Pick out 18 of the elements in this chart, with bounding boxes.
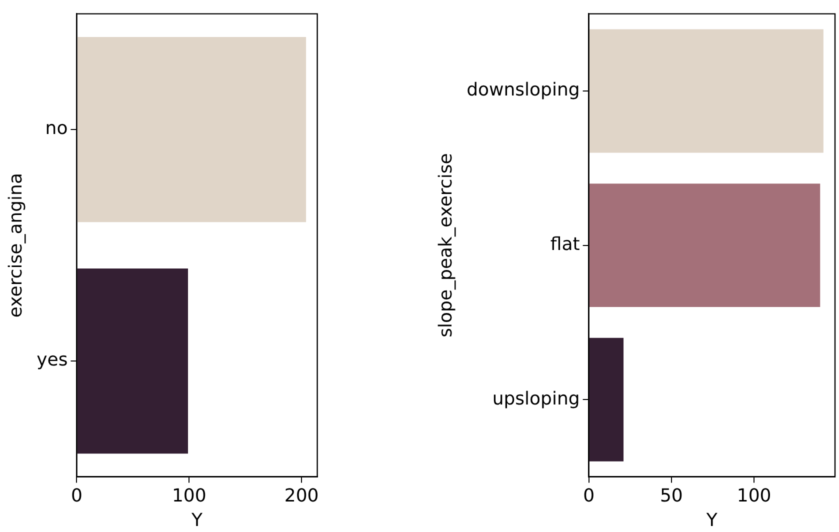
x-tick-label: 200 bbox=[284, 485, 319, 506]
y-tick-label: flat bbox=[550, 234, 580, 255]
y-axis-title: exercise_angina bbox=[5, 173, 26, 318]
bar bbox=[589, 338, 624, 462]
bar bbox=[589, 184, 820, 308]
bar bbox=[589, 29, 824, 153]
x-axis-title: Y bbox=[705, 510, 718, 531]
y-tick-label: upsloping bbox=[492, 388, 580, 410]
x-tick-label: 100 bbox=[736, 485, 772, 506]
y-tick-label: downsloping bbox=[466, 80, 580, 101]
y-tick-label: yes bbox=[36, 350, 68, 371]
x-tick-label: 0 bbox=[583, 485, 595, 506]
x-axis-title: Y bbox=[190, 510, 204, 531]
y-tick-label: no bbox=[45, 118, 68, 140]
x-tick-label: 50 bbox=[660, 485, 683, 506]
y-axis-title: slope_peak_exercise bbox=[435, 153, 456, 338]
x-tick-label: 0 bbox=[70, 485, 82, 506]
x-tick-label: 100 bbox=[172, 485, 206, 506]
